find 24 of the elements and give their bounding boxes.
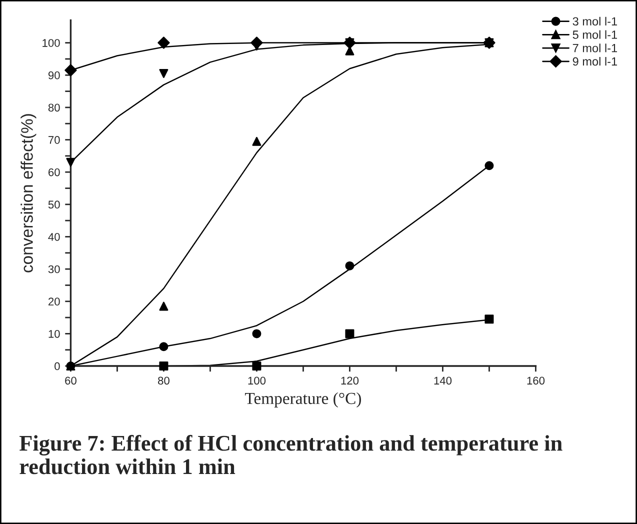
legend-label: 5 mol l-1 (572, 30, 618, 39)
y-tick-label: 40 (48, 232, 60, 241)
y-tick-label: 10 (48, 330, 60, 338)
x-tick-label: 60 (65, 376, 76, 385)
y-tick-label: 80 (48, 104, 60, 112)
y-tick-label: 60 (48, 168, 60, 176)
y-tick-label: 20 (48, 298, 60, 306)
y-axis-title: conversition effect(%) (20, 114, 36, 272)
y-tick-label: 30 (48, 265, 60, 274)
y-tick-label: 50 (48, 200, 60, 209)
text: Figure 7: Effect of HCl concentration and temperature in reduction within 1 min (19, 434, 562, 474)
x-tick-label: 140 (434, 376, 452, 385)
legend-label: 7 mol l-1 (572, 44, 618, 52)
x-tick-label: 120 (341, 376, 359, 385)
y-tick-label: 0 (54, 362, 60, 370)
x-tick-label: 80 (158, 376, 170, 385)
legend-label: 9 mol l-1 (572, 56, 618, 66)
y-tick-label: 100 (42, 39, 60, 47)
x-axis-title: Temperature (°C) (245, 392, 361, 408)
y-tick-label: 70 (48, 136, 60, 144)
y-tick-label: 90 (48, 71, 60, 80)
x-tick-label: 100 (248, 376, 266, 385)
x-tick-label: 160 (527, 376, 545, 385)
legend-label: 3 mol l-1 (572, 16, 618, 26)
